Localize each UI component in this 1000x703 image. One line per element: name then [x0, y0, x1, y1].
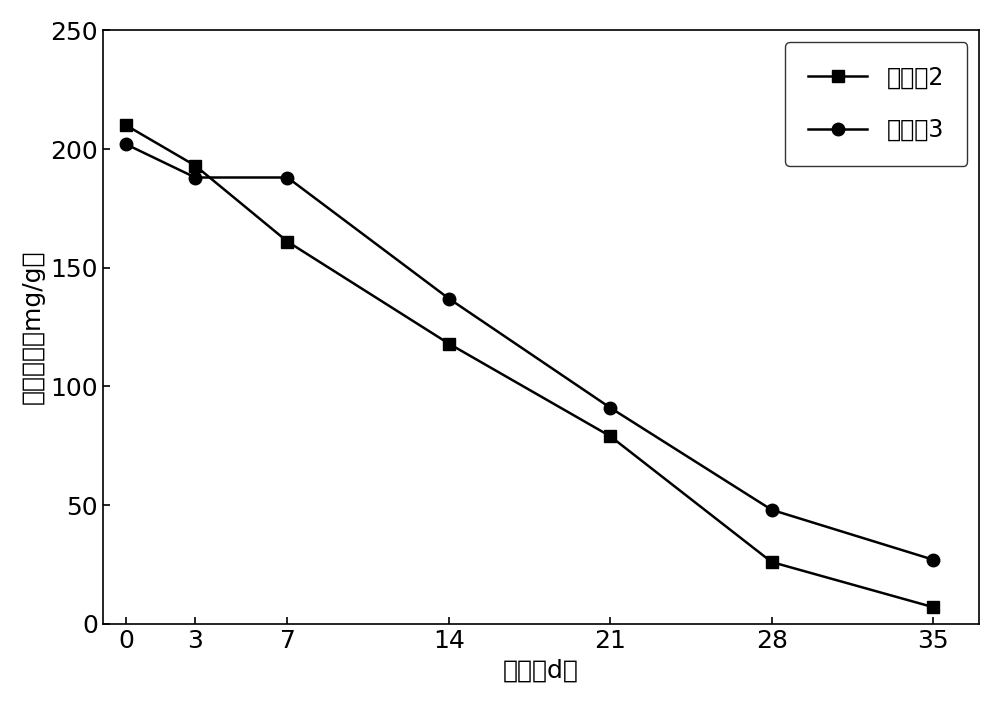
- 实施外3: [766, 505, 778, 514]
- 实施外2: [766, 557, 778, 566]
- 实施外2: [604, 432, 616, 441]
- 实施外2: [443, 340, 455, 348]
- Legend: 实施外2, 实施外3: 实施外2, 实施外3: [785, 42, 967, 166]
- 实施外2: [120, 121, 132, 129]
- Line: 实施外2: 实施外2: [120, 119, 939, 614]
- 实施外2: [927, 603, 939, 612]
- 实施外3: [120, 140, 132, 148]
- 实施外3: [443, 295, 455, 303]
- 实施外2: [281, 238, 293, 246]
- 实施外2: [189, 162, 201, 170]
- 实施外3: [927, 555, 939, 564]
- 实施外3: [604, 404, 616, 412]
- 实施外3: [189, 173, 201, 181]
- X-axis label: 时间（d）: 时间（d）: [503, 658, 579, 682]
- Line: 实施外3: 实施外3: [120, 138, 939, 566]
- Y-axis label: 油脂浓度（mg/g）: 油脂浓度（mg/g）: [21, 250, 45, 404]
- 实施外3: [281, 173, 293, 181]
